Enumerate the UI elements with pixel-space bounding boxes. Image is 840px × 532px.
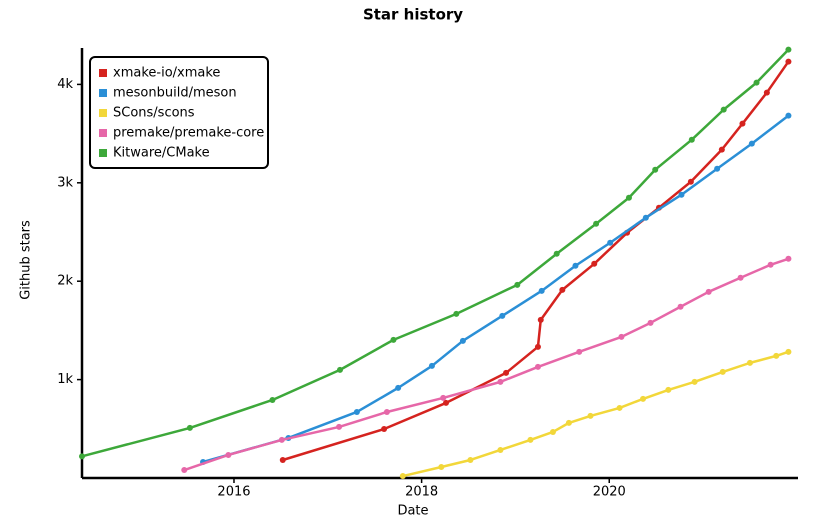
data-point [785, 348, 792, 355]
data-point [705, 288, 712, 295]
data-point [503, 369, 510, 376]
data-point [390, 336, 397, 343]
y-tick-label: 3k [57, 175, 73, 190]
data-point [565, 419, 572, 426]
chart-title: Star history [363, 6, 463, 24]
data-point [459, 337, 466, 344]
y-tick-label: 2k [57, 274, 73, 289]
data-point [181, 467, 188, 474]
legend-label: xmake-io/xmake [113, 66, 220, 81]
legend-label: premake/premake-core [113, 126, 264, 141]
data-point [616, 404, 623, 411]
data-point [737, 274, 744, 281]
data-point [688, 136, 695, 143]
data-point [336, 423, 343, 430]
data-point [773, 352, 780, 359]
data-point [79, 453, 85, 460]
legend-swatch [99, 129, 107, 137]
data-point [739, 120, 746, 127]
data-point [399, 473, 406, 480]
data-point [381, 425, 388, 432]
data-point [593, 220, 600, 227]
data-point [691, 378, 698, 385]
data-point [720, 106, 727, 113]
data-point [279, 456, 286, 463]
data-point [665, 386, 672, 393]
data-point [278, 436, 285, 443]
data-point [607, 239, 614, 246]
data-point [336, 366, 343, 373]
legend-label: Kitware/CMake [113, 146, 210, 161]
data-point [395, 384, 402, 391]
data-point [440, 394, 447, 401]
data-point [785, 112, 792, 119]
data-point [443, 399, 450, 406]
legend-swatch [99, 109, 107, 117]
data-point [537, 316, 544, 323]
data-point [587, 412, 594, 419]
data-point [353, 408, 360, 415]
y-tick-label: 4k [57, 77, 73, 92]
data-point [538, 287, 545, 294]
legend-swatch [99, 69, 107, 77]
series-line [183, 257, 790, 472]
data-point [785, 255, 792, 262]
legend-swatch [99, 89, 107, 97]
data-point [186, 424, 193, 431]
data-point [767, 261, 774, 268]
data-point [714, 165, 721, 172]
data-point [534, 363, 541, 370]
data-point [625, 194, 632, 201]
legend-swatch [99, 149, 107, 157]
data-point [642, 214, 649, 221]
series-line [201, 114, 790, 464]
data-point [549, 428, 556, 435]
data-point [497, 446, 504, 453]
data-point [225, 451, 232, 458]
x-axis-label: Date [397, 504, 428, 519]
legend-label: SCons/scons [113, 106, 195, 121]
data-point [453, 310, 460, 317]
data-point [576, 348, 583, 355]
data-point [785, 58, 792, 65]
data-point [467, 456, 474, 463]
data-point [527, 436, 534, 443]
data-point [438, 463, 445, 470]
x-tick-label: 2018 [405, 485, 438, 500]
data-point [514, 281, 521, 288]
data-point [719, 368, 726, 375]
data-point [746, 359, 753, 366]
data-point [677, 303, 684, 310]
data-point [718, 146, 725, 153]
data-point [499, 312, 506, 319]
data-point [785, 46, 792, 53]
data-point [753, 79, 760, 86]
data-point [383, 408, 390, 415]
x-tick-label: 2020 [593, 485, 626, 500]
data-point [640, 395, 647, 402]
data-point [428, 362, 435, 369]
legend-box [89, 56, 269, 169]
data-point [687, 178, 694, 185]
data-point [553, 250, 560, 257]
data-point [534, 343, 541, 350]
legend-label: mesonbuild/meson [113, 86, 237, 101]
data-point [652, 166, 659, 173]
data-point [763, 89, 770, 96]
data-point [591, 260, 598, 267]
data-point [559, 286, 566, 293]
data-point [678, 191, 685, 198]
series-line [401, 350, 790, 478]
x-tick-label: 2016 [217, 485, 250, 500]
data-point [572, 262, 579, 269]
data-point [647, 319, 654, 326]
y-axis-label: Github stars [19, 220, 34, 300]
data-point [497, 378, 504, 385]
data-point [269, 396, 276, 403]
data-point [618, 333, 625, 340]
y-tick-label: 1k [57, 372, 73, 387]
data-point [748, 140, 755, 147]
